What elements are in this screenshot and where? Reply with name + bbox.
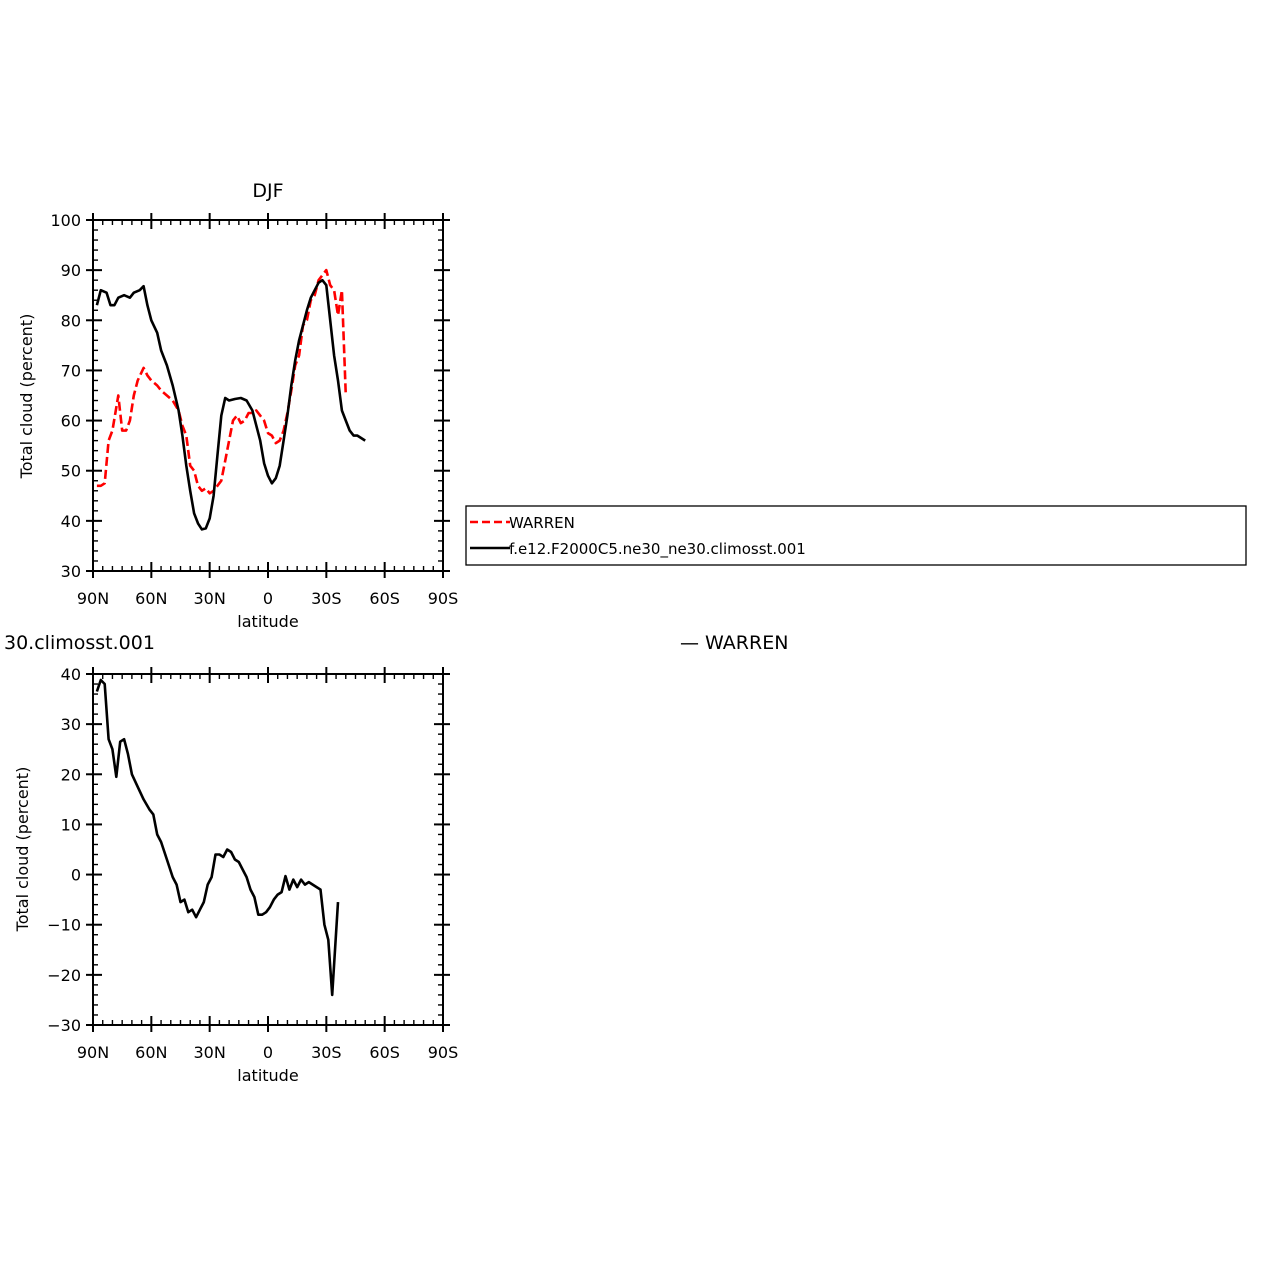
panel1-xlabel: latitude — [237, 612, 298, 631]
legend-label-warren: WARREN — [509, 514, 575, 532]
panel1-x-tick-label: 90S — [428, 589, 459, 608]
panel1-frame — [92, 219, 444, 572]
panel1-y-tick-label: 70 — [61, 361, 81, 380]
panel1-y-tick-label: 90 — [61, 261, 81, 280]
panel2-x-tick-label: 60S — [369, 1043, 400, 1062]
panel1-y-tick-label: 80 — [61, 311, 81, 330]
panel1-series-line-model — [95, 278, 366, 531]
panel2-y-tick-label: 20 — [61, 765, 81, 784]
panel2-x-tick-label: 60N — [135, 1043, 167, 1062]
panel1-ylabel: Total cloud (percent) — [17, 314, 36, 480]
legend: WARREN f.e12.F2000C5.ne30_ne30.climosst.… — [465, 505, 1247, 566]
panel2-series — [95, 678, 340, 997]
panel2-x-tick-label: 90S — [428, 1043, 459, 1062]
panel2-x-tick-label: 90N — [77, 1043, 109, 1062]
panel1-y-tick-label: 50 — [61, 462, 81, 481]
panel1-y-tick-label: 40 — [61, 512, 81, 531]
panel2-x-tick-label: 0 — [263, 1043, 273, 1062]
panel1-y-tick-label: 60 — [61, 412, 81, 431]
panel2-axes: 90N 60N 30N 0 30S 60S 90S −30 −20 −10 0 10 20 30 40 — [47, 665, 458, 1062]
panel2-y-tick-label: 0 — [71, 866, 81, 885]
legend-label-model: f.e12.F2000C5.ne30_ne30.climosst.001 — [509, 540, 806, 559]
panel2-title-left: 30.climosst.001 — [4, 632, 155, 654]
panel2-y-tick-label: 10 — [61, 815, 81, 834]
panel1-x-tick-label: 0 — [263, 589, 273, 608]
panel1-y-tick-label: 100 — [50, 211, 81, 230]
panel2-series-line-difference — [95, 678, 340, 997]
panel2-ylabel: Total cloud (percent) — [13, 767, 32, 933]
panel1-x-tick-label: 30S — [311, 589, 342, 608]
panel1-x-tick-label: 60N — [135, 589, 167, 608]
legend-box — [465, 505, 1247, 566]
panel1-title: DJF — [252, 180, 283, 202]
panel2-frame — [92, 673, 444, 1026]
panel2-x-tick-label: 30S — [311, 1043, 342, 1062]
panel2-y-tick-label: −20 — [47, 966, 81, 985]
difference-panel: 30.climosst.001 — WARREN 90N 60N 30N 0 30S 60… — [4, 632, 788, 1085]
panel1-axes: 90N 60N 30N 0 30S 60S 90S 30 40 50 60 70 80 90 100 — [50, 211, 458, 608]
panel1-series-line-warren — [96, 268, 348, 495]
panel1-y-tick-label: 30 — [61, 562, 81, 581]
panel2-xlabel: latitude — [237, 1066, 298, 1085]
panel1-x-tick-label: 90N — [77, 589, 109, 608]
panel1-x-tick-label: 60S — [369, 589, 400, 608]
panel2-x-tick-label: 30N — [194, 1043, 226, 1062]
djf-panel: DJF 90N 60N 30N 0 30S 60S 90S 30 40 50 60 70 80 90 100… — [17, 180, 458, 631]
panel2-y-tick-label: −30 — [47, 1016, 81, 1035]
panel2-y-tick-label: 30 — [61, 715, 81, 734]
panel2-y-tick-label: 40 — [61, 665, 81, 684]
panel2-y-tick-label: −10 — [47, 916, 81, 935]
panel1-series — [95, 268, 366, 531]
panel1-x-tick-label: 30N — [194, 589, 226, 608]
panel2-title-right: — WARREN — [680, 632, 788, 654]
